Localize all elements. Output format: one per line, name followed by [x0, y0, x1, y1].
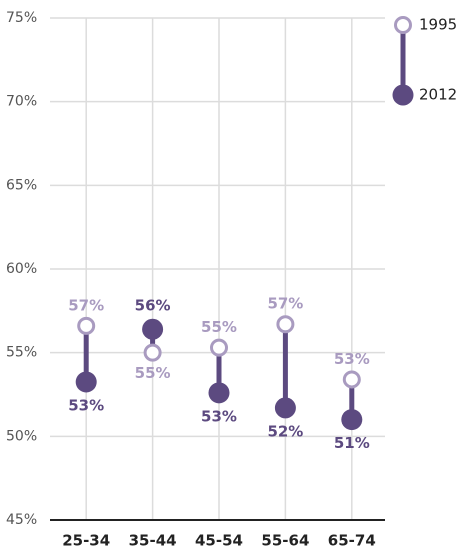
dot-open: [210, 338, 228, 357]
dot-open: [276, 315, 295, 334]
y-tick-label: 75%: [6, 10, 37, 26]
x-tick-label: 65-74: [328, 532, 376, 550]
value-label: 53%: [201, 407, 237, 425]
dot-filled: [341, 409, 363, 431]
value-label: 53%: [334, 350, 370, 368]
x-tick-label: 45-54: [195, 532, 243, 550]
y-tick-label: 65%: [6, 177, 37, 193]
legend-dot-open: [394, 16, 412, 34]
legend-dot-filled: [392, 84, 414, 106]
dot-filled: [208, 382, 230, 404]
legend-label: 1995: [419, 16, 457, 34]
value-label: 57%: [267, 295, 303, 313]
y-tick-label: 60%: [6, 261, 37, 277]
value-label: 55%: [201, 318, 237, 336]
y-tick-label: 50%: [6, 428, 37, 444]
dot-open: [77, 316, 96, 335]
dot-filled: [274, 397, 296, 419]
value-label: 52%: [267, 422, 303, 440]
x-tick-label: 55-64: [261, 532, 309, 550]
dot-filled: [142, 318, 164, 340]
y-tick-label: 45%: [6, 512, 37, 528]
dot-filled: [75, 371, 97, 393]
x-tick-label: 25-34: [62, 532, 110, 550]
y-tick-label: 70%: [6, 94, 37, 110]
dot-open: [143, 343, 162, 362]
value-label: 53%: [68, 396, 104, 414]
value-label: 51%: [334, 434, 370, 452]
x-tick-label: 35-44: [129, 532, 177, 550]
value-label: 56%: [135, 297, 171, 315]
value-label: 55%: [135, 364, 171, 382]
dot-open: [342, 370, 361, 389]
y-tick-label: 55%: [6, 345, 37, 361]
legend-label: 2012: [419, 86, 457, 104]
value-label: 57%: [68, 296, 104, 314]
